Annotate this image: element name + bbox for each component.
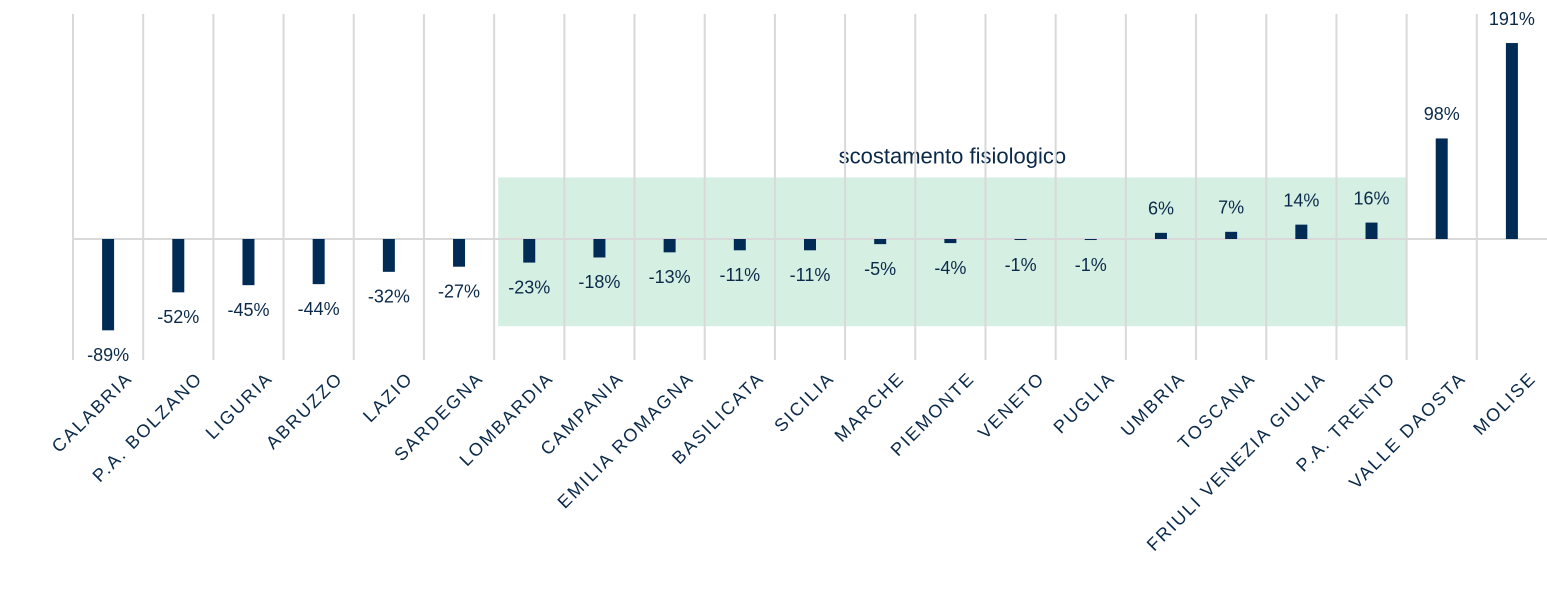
bar <box>1014 239 1027 241</box>
value-label: 98% <box>1424 104 1460 124</box>
bar <box>1225 231 1238 239</box>
value-label: -1% <box>1005 255 1037 275</box>
x-tick-label: UMBRIA <box>1117 368 1189 440</box>
bar <box>1154 232 1167 239</box>
value-label: -1% <box>1075 255 1107 275</box>
band-label: scostamento fisiologico <box>839 143 1066 168</box>
bar <box>172 239 185 293</box>
x-tick-label: LIGURIA <box>202 368 277 443</box>
x-tick-label: LAZIO <box>359 368 417 426</box>
bar <box>1365 222 1378 239</box>
value-label: 6% <box>1148 199 1174 219</box>
x-tick-label: VALLE DAOSTA <box>1345 368 1470 493</box>
value-label: -44% <box>298 299 340 319</box>
value-label: -89% <box>87 345 129 365</box>
bar <box>804 239 816 251</box>
bar <box>944 239 957 244</box>
x-tick-label: VENETO <box>974 368 1049 443</box>
bar <box>1295 224 1308 239</box>
bar <box>1435 138 1448 239</box>
value-label: -32% <box>368 287 410 307</box>
bar <box>523 239 536 263</box>
bar <box>102 239 115 331</box>
bar <box>593 239 606 258</box>
x-tick-label: SICILIA <box>770 368 838 436</box>
value-label: -4% <box>934 258 966 278</box>
value-label: 7% <box>1218 198 1244 218</box>
value-label: -11% <box>719 265 760 285</box>
bar <box>1505 43 1518 240</box>
x-tick-label: MARCHE <box>831 368 909 446</box>
bar <box>1084 239 1097 241</box>
value-label: -23% <box>508 277 550 297</box>
value-label: -27% <box>438 281 480 301</box>
bar <box>242 239 255 286</box>
value-label: 16% <box>1354 188 1390 208</box>
x-tick-label: EMILIA ROMAGNA <box>554 368 698 512</box>
value-label: 14% <box>1283 190 1319 210</box>
bar <box>663 239 676 253</box>
value-label: -5% <box>864 259 896 279</box>
x-tick-label: PUGLIA <box>1050 368 1119 437</box>
value-label: -45% <box>227 300 269 320</box>
bar <box>312 239 325 285</box>
value-label: 191% <box>1489 9 1535 29</box>
value-label: -52% <box>157 307 199 327</box>
x-tick-label: MOLISE <box>1469 368 1540 439</box>
bar <box>874 239 887 245</box>
value-label: -13% <box>649 267 691 287</box>
bar <box>382 239 395 272</box>
value-label: -18% <box>578 272 620 292</box>
bar <box>453 239 466 267</box>
value-label: -11% <box>790 265 831 285</box>
bar <box>733 239 746 251</box>
band <box>498 177 1407 327</box>
